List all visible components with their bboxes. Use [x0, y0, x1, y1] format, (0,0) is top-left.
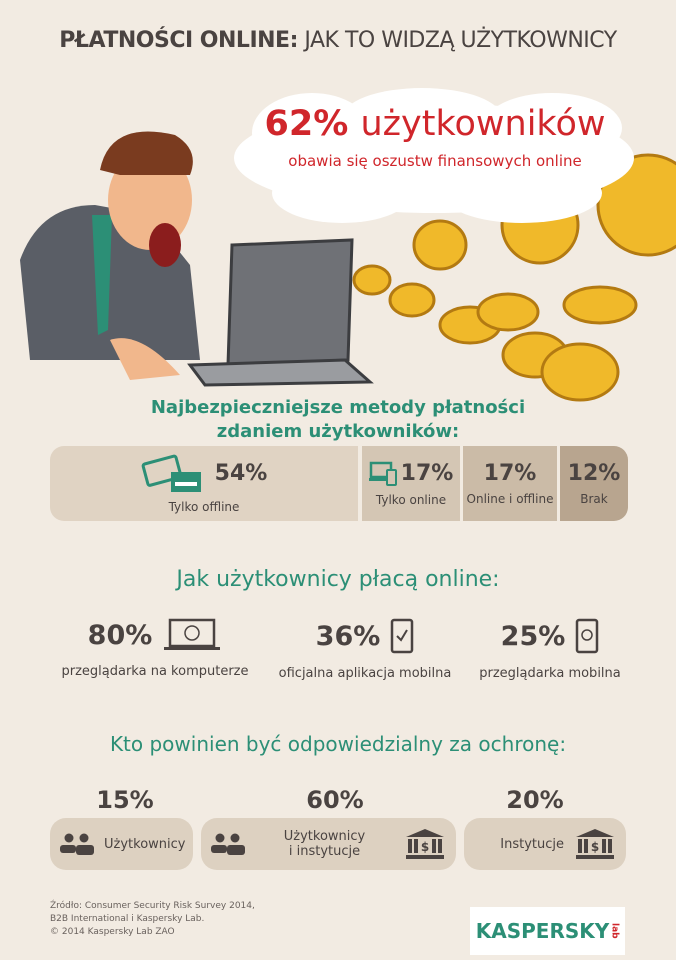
- pay-pct: 36%: [315, 620, 381, 652]
- resp-pct: 60%: [306, 786, 364, 814]
- resp-title: Kto powinien być odpowiedzialny za ochro…: [109, 732, 567, 756]
- headline-percent: 62%: [264, 104, 349, 144]
- resp-pct: 15%: [96, 786, 154, 814]
- safest-item-online: 17% Tylko online: [362, 446, 460, 521]
- source-line: © 2014 Kaspersky Lab ZAO: [50, 927, 175, 937]
- source-line: B2B International i Kaspersky Lab.: [50, 914, 205, 924]
- headline-sub: obawia się oszustw finansowych online: [288, 152, 582, 170]
- headline-word: użytkowników: [360, 104, 606, 144]
- resp-label: Użytkownicy: [283, 829, 366, 844]
- safest-pct: 54%: [214, 461, 268, 486]
- safest-item-none: 12% Brak: [560, 446, 628, 521]
- safest-title-2: zdaniem użytkowników:: [216, 421, 460, 442]
- safest-pct: 17%: [400, 461, 454, 486]
- pay-pct: 25%: [500, 620, 566, 652]
- safest-pct: 17%: [483, 461, 537, 486]
- pay-label: przeglądarka na komputerze: [61, 664, 249, 679]
- resp-pct: 20%: [506, 786, 564, 814]
- safest-label: Brak: [580, 492, 608, 506]
- headline-stat: 62% użytkowników: [240, 104, 630, 144]
- safest-label: Tylko online: [375, 492, 447, 507]
- users-icon: [211, 833, 245, 855]
- source-note: Źródło: Consumer Security Risk Survey 20…: [50, 900, 255, 939]
- title-rest: JAK TO WIDZĄ UŻYTKOWNICY: [304, 28, 617, 53]
- resp-label: Użytkownicy: [104, 836, 186, 852]
- resp-label: Instytucje: [500, 836, 564, 852]
- safest-title: Najbezpieczniejsze metody płatności zdani…: [0, 396, 676, 444]
- illustration: [20, 131, 676, 402]
- safest-item-offline: 54% Tylko offline: [50, 446, 358, 521]
- svg-text:$: $: [591, 840, 599, 854]
- coins: [352, 153, 676, 402]
- users-icon: [60, 833, 94, 855]
- safest-item-both: 17% Online i offline: [463, 446, 557, 521]
- pay-item-desktop: 80% przeglądarka na komputerze: [50, 618, 260, 679]
- laptop-phone-icon: [368, 461, 397, 486]
- cash-card-icon: [141, 454, 201, 492]
- safest-pct: 12%: [567, 461, 621, 486]
- pay-label: oficjalna aplikacja mobilna: [278, 666, 452, 681]
- man: [20, 131, 200, 380]
- phone-globe-icon: [576, 618, 599, 654]
- resp-item-institutions: Instytucje $: [464, 818, 626, 870]
- source-line: Źródło: Consumer Security Risk Survey 20…: [50, 901, 255, 911]
- title-bold: PŁATNOŚCI ONLINE:: [59, 28, 298, 53]
- laptop-globe-icon: [164, 618, 221, 650]
- phone-check-icon: [391, 618, 414, 654]
- bank-icon: $: [576, 829, 614, 859]
- safest-title-1: Najbezpieczniejsze metody płatności: [150, 397, 526, 418]
- pay-title: Jak użytkownicy płacą online:: [176, 567, 500, 592]
- resp-item-users: Użytkownicy: [50, 818, 193, 870]
- thought-cloud: [234, 88, 634, 223]
- kaspersky-logo: KASPERSKY lab: [470, 907, 625, 955]
- pay-item-app: 36% oficjalna aplikacja mobilna: [270, 618, 460, 681]
- page-title: PŁATNOŚCI ONLINE: JAK TO WIDZĄ UŻYTKOWNI…: [0, 28, 676, 53]
- safest-label: Tylko offline: [168, 499, 240, 514]
- pay-label: przeglądarka mobilna: [479, 666, 621, 681]
- safest-label: Online i offline: [466, 492, 554, 506]
- svg-text:$: $: [421, 840, 429, 854]
- pay-pct: 80%: [87, 619, 153, 651]
- resp-label: i instytucje: [288, 844, 361, 859]
- pay-item-mobile: 25% przeglądarka mobilna: [465, 618, 635, 681]
- bank-icon: $: [405, 829, 444, 859]
- laptop: [187, 238, 374, 387]
- resp-item-both: Użytkownicy i instytucje $: [201, 818, 456, 870]
